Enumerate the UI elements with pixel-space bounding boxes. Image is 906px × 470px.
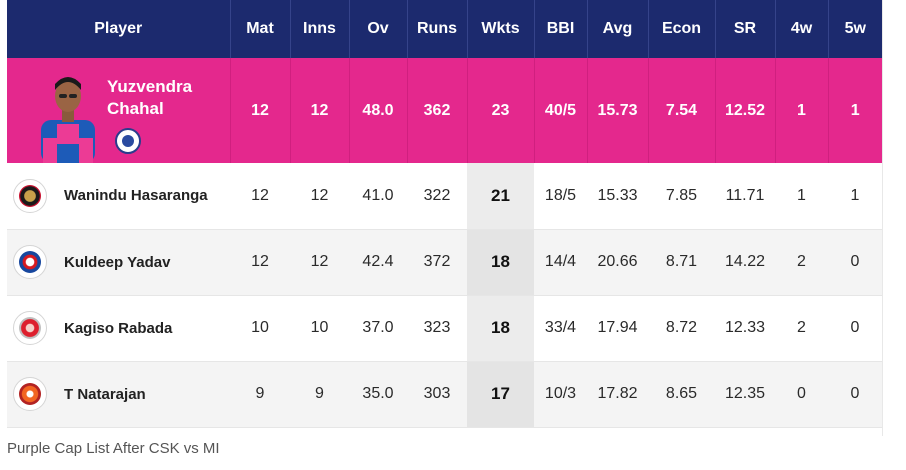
wkts-cell: 18: [467, 295, 534, 362]
player-cell[interactable]: T Natarajan: [7, 361, 230, 428]
wkts-cell: 18: [467, 229, 534, 296]
table-row[interactable]: Kagiso Rabada 10 10 37.0 323 18 33/4 17.…: [7, 295, 882, 362]
sr-cell: 11.71: [715, 163, 775, 230]
sr-cell: 14.22: [715, 229, 775, 296]
leader-5w: 1: [827, 58, 882, 163]
leader-bbi: 40/5: [533, 58, 587, 163]
econ-cell: 7.85: [648, 163, 715, 230]
mat-cell: 9: [230, 361, 290, 428]
econ-cell: 8.71: [648, 229, 715, 296]
purple-cap-table: Player Mat Inns Ov Runs Wkts BBI Avg Eco…: [7, 0, 882, 428]
player-cell[interactable]: Kuldeep Yadav: [7, 229, 230, 296]
header-avg[interactable]: Avg: [586, 0, 648, 58]
player-cell[interactable]: Kagiso Rabada: [7, 295, 230, 362]
bbi-cell: 14/4: [534, 229, 587, 296]
inns-cell: 12: [290, 163, 349, 230]
purple-cap-table-container: Player Mat Inns Ov Runs Wkts BBI Avg Eco…: [7, 0, 882, 428]
header-bbi[interactable]: BBI: [533, 0, 587, 58]
bbi-cell: 10/3: [534, 361, 587, 428]
player-name[interactable]: Kuldeep Yadav: [64, 253, 171, 271]
sr-cell: 12.35: [715, 361, 775, 428]
avg-cell: 20.66: [587, 229, 648, 296]
leader-avg: 15.73: [586, 58, 648, 163]
player-cell[interactable]: Wanindu Hasaranga: [7, 163, 230, 230]
player-photo-icon: [41, 77, 95, 163]
wkts-cell: 17: [467, 361, 534, 428]
avg-cell: 15.33: [587, 163, 648, 230]
header-row: Player Mat Inns Ov Runs Wkts BBI Avg Eco…: [7, 0, 882, 58]
player-name[interactable]: Kagiso Rabada: [64, 319, 173, 337]
runs-cell: 323: [407, 295, 467, 362]
rcb-logo-icon: [13, 178, 47, 213]
inns-cell: 12: [290, 229, 349, 296]
leader-econ: 7.54: [647, 58, 715, 163]
table-row[interactable]: Kuldeep Yadav 12 12 42.4 372 18 14/4 20.…: [7, 229, 882, 296]
leader-wkts: 23: [466, 58, 534, 163]
rajasthan-royals-badge-icon: [115, 128, 141, 154]
leader-inns: 12: [289, 58, 349, 163]
header-ov[interactable]: Ov: [348, 0, 407, 58]
5w-cell: 0: [828, 229, 882, 296]
ov-cell: 42.4: [349, 229, 407, 296]
avg-cell: 17.94: [587, 295, 648, 362]
table-header: Player Mat Inns Ov Runs Wkts BBI Avg Eco…: [7, 0, 882, 58]
runs-cell: 303: [407, 361, 467, 428]
bbi-cell: 33/4: [534, 295, 587, 362]
4w-cell: 0: [775, 361, 828, 428]
header-player[interactable]: Player: [94, 20, 143, 37]
leader-4w: 1: [774, 58, 828, 163]
header-runs[interactable]: Runs: [406, 0, 467, 58]
mat-cell: 12: [230, 163, 290, 230]
4w-cell: 2: [775, 229, 828, 296]
4w-cell: 1: [775, 163, 828, 230]
runs-cell: 372: [407, 229, 467, 296]
inns-cell: 9: [290, 361, 349, 428]
bbi-cell: 18/5: [534, 163, 587, 230]
runs-cell: 322: [407, 163, 467, 230]
wkts-cell: 21: [467, 163, 534, 230]
punjab-kings-logo-icon: [13, 311, 47, 345]
delhi-capitals-logo-icon: [13, 245, 47, 279]
econ-cell: 8.65: [648, 361, 715, 428]
leader-row[interactable]: Yuzvendra Chahal 12 12 48.0 362 23 40/5 …: [7, 58, 882, 163]
leader-player-cell[interactable]: Yuzvendra Chahal: [7, 58, 230, 163]
leader-first-name: Yuzvendra: [107, 77, 193, 96]
mat-cell: 10: [230, 295, 290, 362]
5w-cell: 1: [828, 163, 882, 230]
table-scroll-edge: [882, 0, 883, 436]
header-econ[interactable]: Econ: [647, 0, 715, 58]
leader-sr: 12.52: [714, 58, 775, 163]
leader-last-name: Chahal: [107, 99, 164, 118]
ov-cell: 35.0: [349, 361, 407, 428]
inns-cell: 10: [290, 295, 349, 362]
5w-cell: 0: [828, 361, 882, 428]
player-name[interactable]: T Natarajan: [64, 385, 146, 403]
table-row[interactable]: Wanindu Hasaranga 12 12 41.0 322 21 18/5…: [7, 163, 882, 230]
header-4w[interactable]: 4w: [774, 0, 828, 58]
header-inns[interactable]: Inns: [289, 0, 349, 58]
leader-mat: 12: [229, 58, 290, 163]
sr-cell: 12.33: [715, 295, 775, 362]
header-5w[interactable]: 5w: [827, 0, 882, 58]
mat-cell: 12: [230, 229, 290, 296]
5w-cell: 0: [828, 295, 882, 362]
leader-name[interactable]: Yuzvendra Chahal: [107, 76, 227, 120]
leader-ov: 48.0: [348, 58, 407, 163]
avg-cell: 17.82: [587, 361, 648, 428]
econ-cell: 8.72: [648, 295, 715, 362]
header-wkts[interactable]: Wkts: [466, 0, 534, 58]
table-row[interactable]: T Natarajan 9 9 35.0 303 17 10/3 17.82 8…: [7, 361, 882, 428]
4w-cell: 2: [775, 295, 828, 362]
sunrisers-hyderabad-logo-icon: [13, 377, 47, 411]
player-name[interactable]: Wanindu Hasaranga: [64, 187, 208, 205]
ov-cell: 41.0: [349, 163, 407, 230]
leader-runs: 362: [406, 58, 467, 163]
header-sr[interactable]: SR: [714, 0, 775, 58]
image-caption: Purple Cap List After CSK vs MI: [7, 440, 220, 457]
ov-cell: 37.0: [349, 295, 407, 362]
header-mat[interactable]: Mat: [229, 0, 290, 58]
